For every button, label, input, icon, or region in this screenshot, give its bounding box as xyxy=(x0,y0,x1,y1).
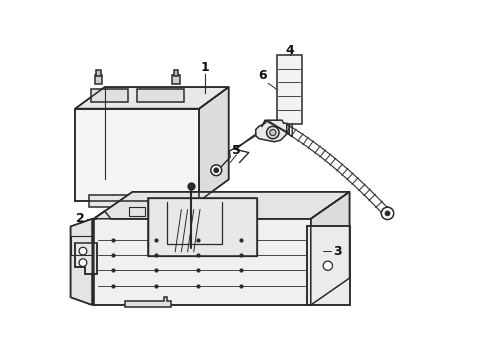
Polygon shape xyxy=(148,198,257,256)
Bar xyxy=(96,70,101,76)
Polygon shape xyxy=(137,89,184,103)
Text: 3: 3 xyxy=(333,244,342,258)
Polygon shape xyxy=(125,297,172,307)
Text: 5: 5 xyxy=(232,144,241,157)
Text: 2: 2 xyxy=(76,212,85,225)
Polygon shape xyxy=(307,226,349,305)
Circle shape xyxy=(79,259,87,266)
Polygon shape xyxy=(277,55,301,124)
Polygon shape xyxy=(71,219,92,305)
Polygon shape xyxy=(89,195,185,207)
Polygon shape xyxy=(129,207,145,216)
Circle shape xyxy=(385,211,390,216)
Text: 6: 6 xyxy=(258,69,267,82)
Circle shape xyxy=(267,126,279,139)
Polygon shape xyxy=(311,192,349,305)
Bar xyxy=(173,70,178,76)
Polygon shape xyxy=(94,192,349,219)
Polygon shape xyxy=(94,211,311,305)
Polygon shape xyxy=(91,89,128,103)
Polygon shape xyxy=(256,120,287,142)
Circle shape xyxy=(214,168,219,172)
Bar xyxy=(172,75,180,84)
Polygon shape xyxy=(75,109,199,201)
Circle shape xyxy=(381,207,394,220)
Bar xyxy=(95,75,102,84)
Circle shape xyxy=(323,261,333,270)
Circle shape xyxy=(79,247,87,255)
Circle shape xyxy=(270,130,276,136)
Text: 1: 1 xyxy=(200,61,209,74)
Circle shape xyxy=(211,165,221,176)
Polygon shape xyxy=(75,243,97,274)
Text: 4: 4 xyxy=(286,44,294,57)
Polygon shape xyxy=(75,87,229,109)
Polygon shape xyxy=(199,87,229,201)
